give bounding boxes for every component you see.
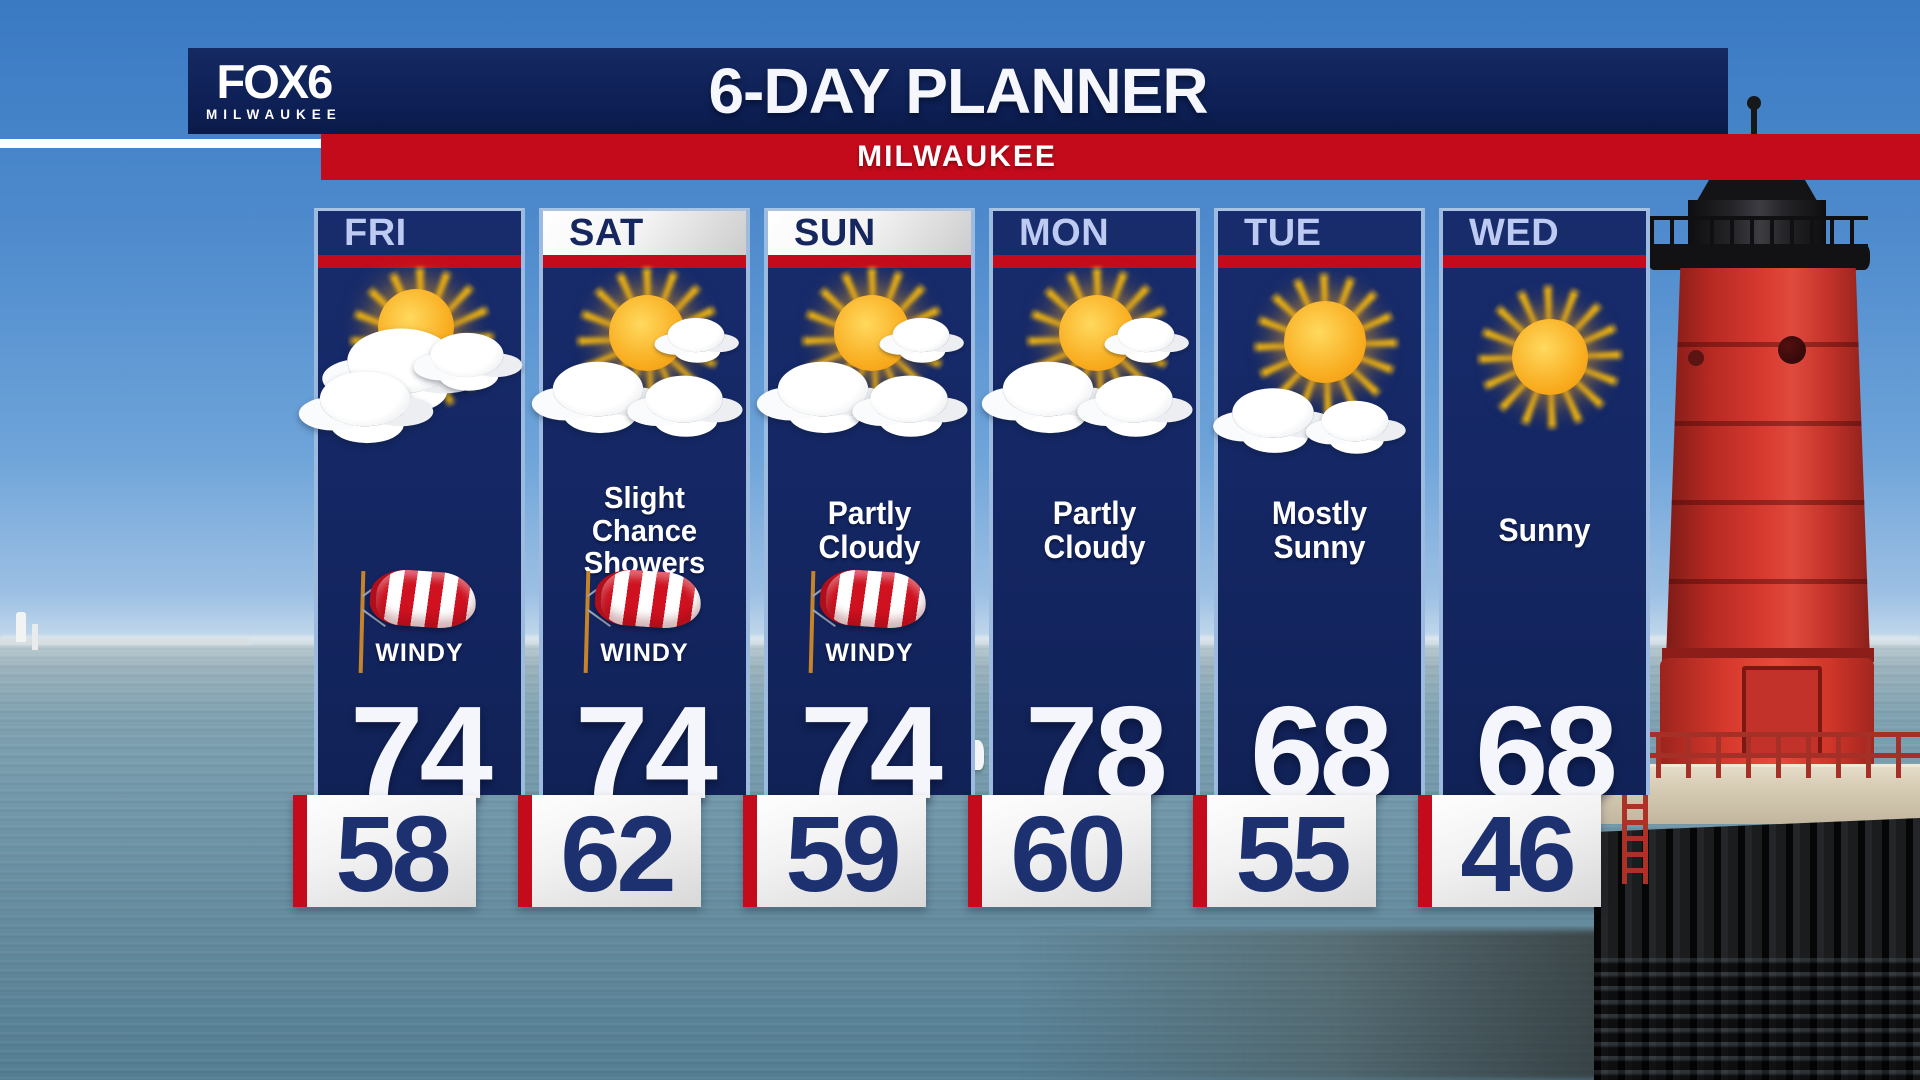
cloud-icon — [1232, 388, 1314, 438]
forecast-column-wed: WED Sunny 68 — [1439, 208, 1650, 819]
windy-label: WINDY — [825, 639, 914, 667]
low-accent-stripe — [968, 795, 982, 907]
windy-label: WINDY — [600, 639, 689, 667]
low-temp-box-sat: 62 — [518, 793, 701, 914]
sun-icon — [1284, 301, 1366, 383]
cloud-icon — [319, 371, 411, 427]
wind-indicator: WINDY — [318, 563, 521, 681]
windsock-icon — [593, 567, 703, 631]
day-accent-stripe — [1443, 255, 1646, 268]
lighthouse-gallery-deck — [1648, 244, 1870, 270]
tue-weather-icon — [1224, 269, 1419, 469]
distant-tower — [16, 612, 26, 642]
condition-text — [324, 489, 515, 573]
station-market: MILWAUKEE — [206, 107, 342, 122]
cloud-icon — [645, 375, 723, 423]
low-temp: 58 — [335, 793, 451, 914]
cloud-icon — [1117, 317, 1175, 353]
day-label: FRI — [344, 211, 407, 254]
cloud-icon — [1321, 400, 1389, 442]
windsock-icon — [818, 567, 928, 631]
mon-weather-icon — [999, 263, 1194, 469]
forecast-column-sat: SAT Slight Chance Showers WINDY 74 — [539, 208, 750, 819]
day-accent-stripe — [1218, 255, 1421, 268]
fri-weather-icon — [319, 263, 519, 469]
windsock-icon — [368, 567, 478, 631]
cloud-icon — [552, 361, 644, 417]
forecast-column-tue: TUE Mostly Sunny 68 — [1214, 208, 1425, 819]
day-label: MON — [1019, 211, 1110, 254]
forecast-column-fri: FRI WINDY 74 — [314, 208, 525, 819]
low-temp-box-sun: 59 — [743, 793, 926, 914]
condition-text: Slight Chance Showers — [583, 479, 706, 581]
low-accent-stripe — [518, 795, 532, 907]
fox6-logo: FOX6 MILWAUKEE — [206, 58, 342, 122]
forecast-column-mon: MON Partly Cloudy 78 — [989, 208, 1200, 819]
location-banner: MILWAUKEE — [321, 134, 1920, 180]
condition-text: Mostly Sunny — [1271, 495, 1368, 565]
sat-weather-icon — [549, 263, 744, 469]
location-label: MILWAUKEE — [857, 140, 1057, 173]
low-temp: 46 — [1460, 793, 1576, 914]
low-accent-stripe — [293, 795, 307, 907]
condition-text: Partly Cloudy — [1043, 495, 1146, 565]
condition-text: Partly Cloudy — [818, 495, 921, 565]
cloud-icon — [430, 332, 504, 378]
low-temp: 59 — [785, 793, 901, 914]
low-accent-stripe — [1418, 795, 1432, 907]
low-temp-box-tue: 55 — [1193, 793, 1376, 914]
station-name: FOX6 — [216, 55, 334, 108]
day-accent-stripe — [318, 255, 521, 268]
low-temp: 60 — [1010, 793, 1126, 914]
low-accent-stripe — [743, 795, 757, 907]
low-temp-box-fri: 58 — [293, 793, 476, 914]
pier-wall — [1594, 818, 1920, 1080]
low-temp-box-mon: 60 — [968, 793, 1151, 914]
day-label: SUN — [768, 211, 971, 255]
low-temp: 55 — [1235, 793, 1351, 914]
day-accent-stripe — [993, 255, 1196, 268]
white-accent-bar — [0, 139, 321, 148]
condition-text: Sunny — [1498, 512, 1591, 549]
low-temp: 62 — [560, 793, 676, 914]
cloud-icon — [1002, 361, 1094, 417]
cloud-icon — [777, 361, 869, 417]
wed-weather-icon — [1449, 269, 1644, 469]
distant-breakwater — [0, 638, 250, 645]
sun-weather-icon — [774, 263, 969, 469]
forecast-column-sun: SUN Partly Cloudy WINDY 74 — [764, 208, 975, 819]
cloud-icon — [1095, 375, 1173, 423]
wind-indicator: WINDY — [543, 563, 746, 681]
cloud-icon — [870, 375, 948, 423]
day-label: SAT — [543, 211, 746, 255]
low-temp-box-wed: 46 — [1418, 793, 1601, 914]
wind-indicator: WINDY — [768, 563, 971, 681]
windy-label: WINDY — [375, 639, 464, 667]
cloud-icon — [667, 317, 725, 353]
header-bar: FOX6 MILWAUKEE 6-DAY PLANNER — [188, 48, 1728, 134]
pier-railing — [1596, 732, 1920, 778]
sun-icon — [1512, 319, 1588, 395]
day-label: WED — [1469, 211, 1560, 254]
day-accent-stripe — [768, 255, 971, 268]
lighthouse-tower — [1666, 268, 1870, 660]
day-accent-stripe — [543, 255, 746, 268]
day-label: TUE — [1244, 211, 1322, 254]
low-accent-stripe — [1193, 795, 1207, 907]
cloud-icon — [892, 317, 950, 353]
page-title: 6-DAY PLANNER — [708, 55, 1208, 127]
